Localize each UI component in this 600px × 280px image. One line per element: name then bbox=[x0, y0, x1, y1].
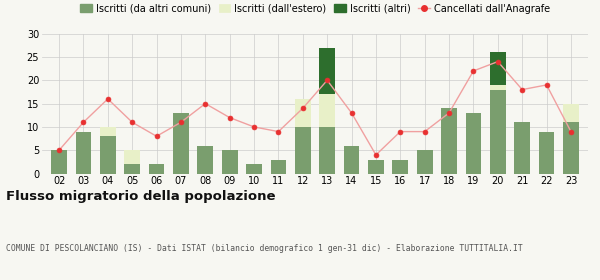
Bar bbox=[149, 164, 164, 174]
Bar bbox=[173, 113, 189, 174]
Bar bbox=[197, 146, 213, 174]
Bar bbox=[246, 164, 262, 174]
Bar bbox=[417, 150, 433, 174]
Bar bbox=[368, 160, 384, 174]
Bar bbox=[466, 113, 481, 174]
Bar bbox=[76, 132, 91, 174]
Bar bbox=[100, 127, 116, 136]
Bar bbox=[344, 146, 359, 174]
Bar bbox=[222, 150, 238, 174]
Bar bbox=[490, 52, 506, 85]
Bar bbox=[271, 160, 286, 174]
Bar bbox=[295, 99, 311, 127]
Bar bbox=[392, 160, 408, 174]
Legend: Iscritti (da altri comuni), Iscritti (dall'estero), Iscritti (altri), Cancellati: Iscritti (da altri comuni), Iscritti (da… bbox=[76, 0, 554, 18]
Bar bbox=[51, 150, 67, 174]
Bar bbox=[563, 122, 579, 174]
Bar bbox=[100, 136, 116, 174]
Bar bbox=[124, 150, 140, 164]
Bar bbox=[514, 122, 530, 174]
Bar bbox=[295, 127, 311, 174]
Bar bbox=[441, 108, 457, 174]
Bar bbox=[319, 94, 335, 127]
Bar bbox=[563, 104, 579, 122]
Bar bbox=[490, 85, 506, 90]
Bar bbox=[124, 164, 140, 174]
Bar bbox=[319, 48, 335, 94]
Text: COMUNE DI PESCOLANCIANO (IS) - Dati ISTAT (bilancio demografico 1 gen-31 dic) - : COMUNE DI PESCOLANCIANO (IS) - Dati ISTA… bbox=[6, 244, 523, 253]
Bar bbox=[490, 90, 506, 174]
Text: Flusso migratorio della popolazione: Flusso migratorio della popolazione bbox=[6, 190, 275, 203]
Bar bbox=[539, 132, 554, 174]
Bar bbox=[319, 127, 335, 174]
